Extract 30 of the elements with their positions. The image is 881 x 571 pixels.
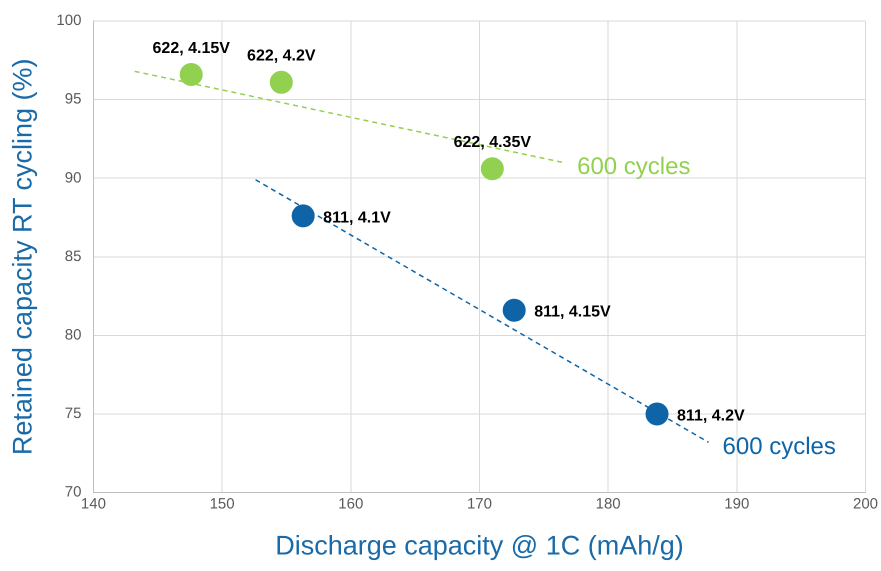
y-tick-label: 80 xyxy=(64,326,82,344)
series-label: 600 cycles xyxy=(577,153,690,180)
point xyxy=(480,157,504,180)
annotation: 811, 4.1V xyxy=(323,209,392,226)
point xyxy=(646,402,669,426)
x-tick-label: 150 xyxy=(210,496,235,513)
annotation: 811, 4.15V xyxy=(534,304,612,321)
y-tick-label: 85 xyxy=(64,248,82,265)
y-tick-label: 100 xyxy=(56,12,82,30)
point xyxy=(502,298,526,322)
x-tick-label: 180 xyxy=(596,496,621,513)
annotation: 622, 4.2V xyxy=(247,48,316,65)
x-tick-label: 140 xyxy=(80,496,106,513)
x-axis-title: Discharge capacity @ 1C (mAh/g) xyxy=(275,530,684,560)
point xyxy=(270,70,293,94)
y-tick-label: 95 xyxy=(64,90,82,108)
annotation: 622, 4.15V xyxy=(152,40,230,57)
x-tick-label: 200 xyxy=(852,496,878,513)
series-label: 600 cycles xyxy=(722,432,836,460)
point xyxy=(180,62,203,86)
y-axis-title: Retained capacity RT cycling (%) xyxy=(8,58,38,456)
x-tick-label: 190 xyxy=(724,496,750,513)
y-tick-label: 90 xyxy=(64,169,82,186)
annotation: 811, 4.2V xyxy=(677,407,745,424)
annotation: 622, 4.35V xyxy=(454,134,532,152)
x-tick-label: 160 xyxy=(338,496,364,513)
point xyxy=(292,204,315,228)
y-tick-label: 70 xyxy=(64,484,82,501)
x-tick-label: 170 xyxy=(466,496,492,513)
y-tick-label: 75 xyxy=(64,405,82,422)
